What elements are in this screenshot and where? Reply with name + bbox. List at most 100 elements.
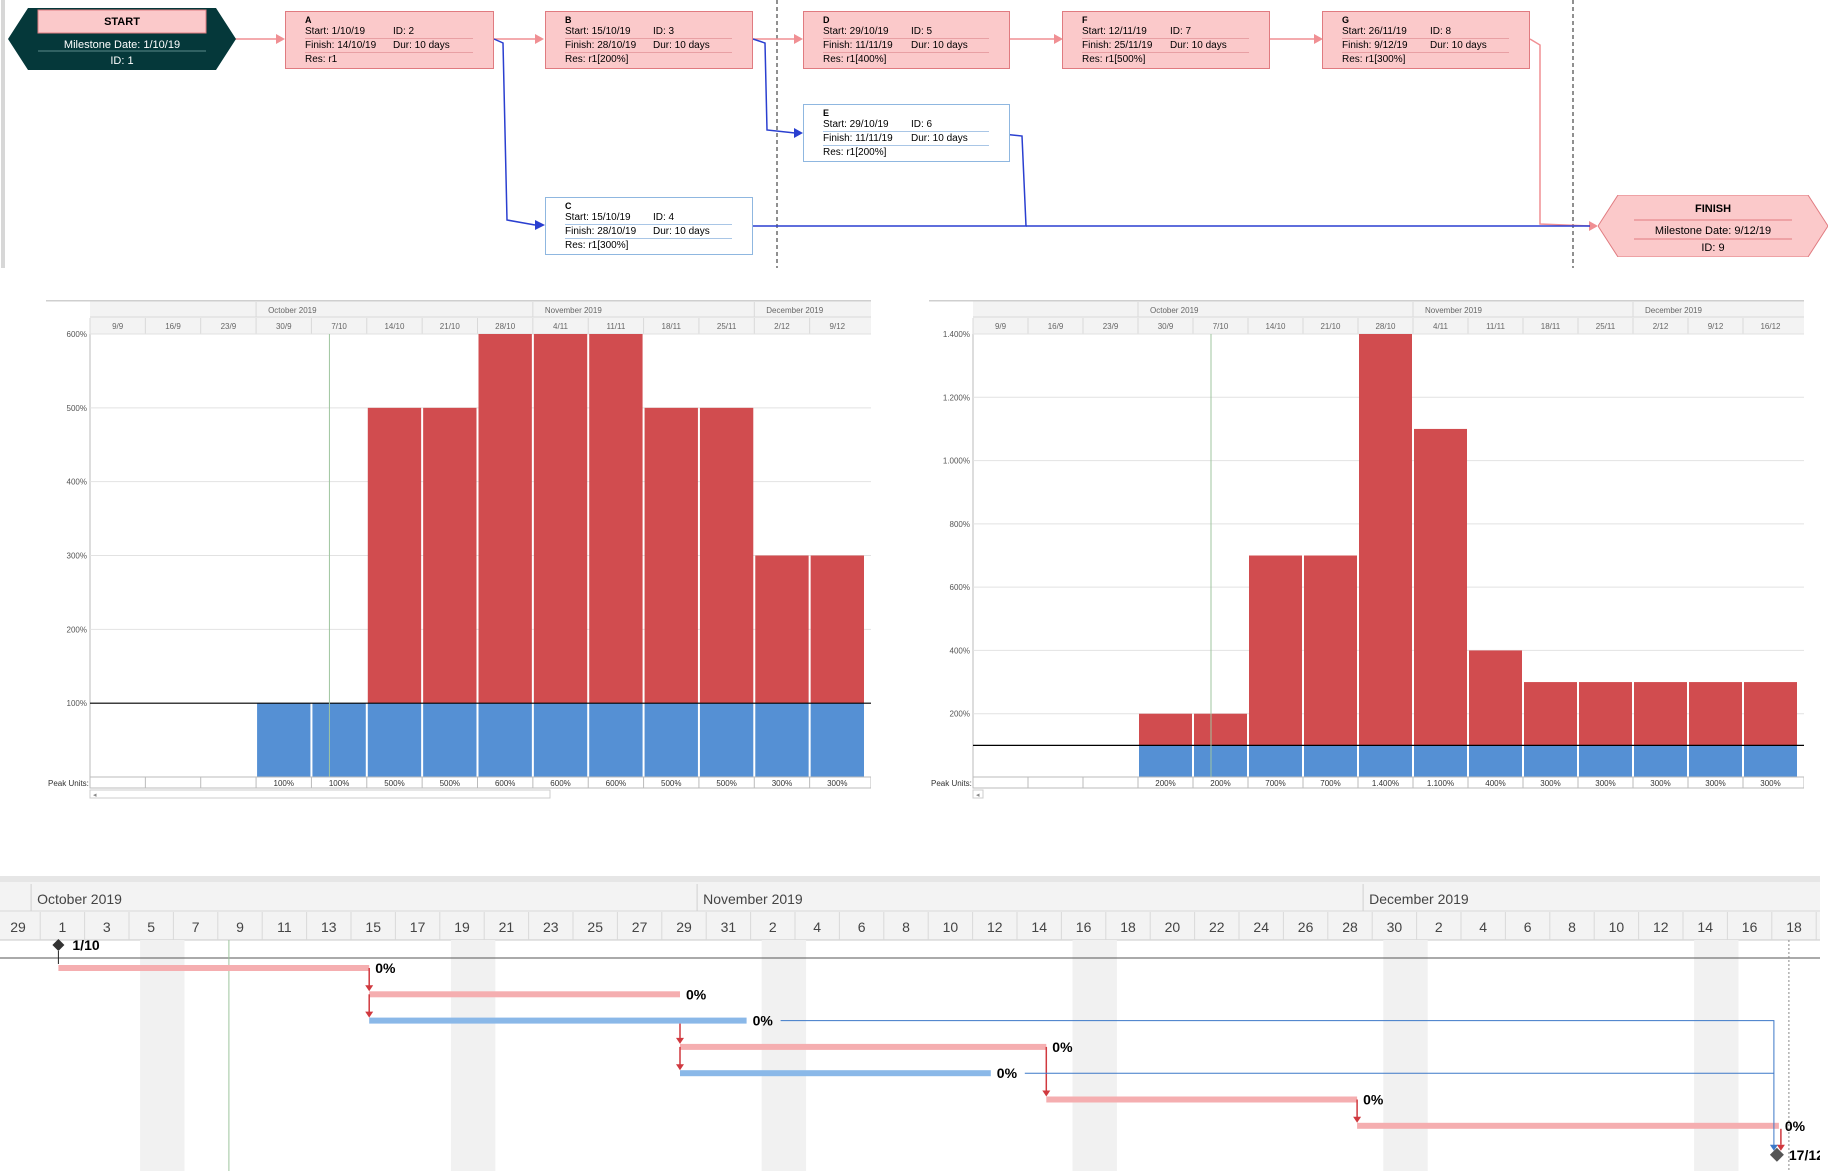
task-row-start: Start: 29/10/19 ID: 6	[823, 118, 989, 132]
y-tick-label: 1.400%	[943, 330, 970, 339]
week-label: 4/11	[1433, 322, 1449, 331]
peak-value: 300%	[827, 779, 847, 788]
allocated-bar	[755, 703, 809, 777]
overallocated-bar	[1194, 713, 1247, 746]
finish-milestone[interactable]: FINISH Milestone Date: 9/12/19 ID: 9	[1598, 195, 1828, 257]
start-title: START	[104, 16, 140, 28]
task-bar	[680, 1070, 991, 1077]
month-label: October 2019	[268, 306, 317, 315]
task-box-b[interactable]: B Start: 15/10/19 ID: 3 Finish: 28/10/19 D…	[545, 11, 753, 69]
gantt-day-label: 28	[1342, 919, 1358, 935]
task-box-g[interactable]: G Start: 26/11/19 ID: 8 Finish: 9/12/19 Du…	[1322, 11, 1530, 69]
week-label: 9/9	[112, 322, 124, 331]
peak-value: 700%	[1320, 779, 1340, 788]
peak-value: 300%	[772, 779, 792, 788]
peak-value: 600%	[550, 779, 570, 788]
task-name: G	[1342, 15, 1350, 25]
gantt-day-label: 1	[59, 919, 67, 935]
resource-histogram-right: October 2019 November 2019 December 2019 9/…	[929, 298, 1805, 806]
task-box-e[interactable]: E Start: 29/10/19 ID: 6 Finish: 11/11/19 D…	[803, 104, 1010, 162]
task-bar	[1357, 1122, 1779, 1129]
task-row-res: Res: r1[300%]	[565, 240, 629, 251]
gantt-day-label: 3	[103, 919, 111, 935]
week-label: 14/10	[384, 322, 405, 331]
gantt-day-label: 9	[236, 919, 244, 935]
gantt-day-label: 14	[1697, 919, 1713, 935]
peak-value: 600%	[495, 779, 515, 788]
peak-value: 300%	[1540, 779, 1560, 788]
scroll-left-icon: ◂	[93, 792, 97, 799]
week-label: 11/11	[1486, 322, 1505, 331]
week-label: 18/11	[1541, 322, 1561, 331]
task-row-finish: Finish: 11/11/19 Dur: 10 days	[823, 39, 989, 53]
task-bar	[1046, 1096, 1358, 1103]
gantt-day-label: 14	[1031, 919, 1047, 935]
gantt-day-label: 29	[10, 919, 26, 935]
gantt-top-border	[0, 876, 1820, 882]
week-label: 14/10	[1265, 322, 1286, 331]
task-box-f[interactable]: F Start: 12/11/19 ID: 7 Finish: 25/11/19 D…	[1062, 11, 1270, 69]
finish-milestone-icon	[1769, 1147, 1784, 1162]
task-row-finish: Finish: 11/11/19 Dur: 10 days	[823, 132, 989, 146]
gantt-day-label: 29	[676, 919, 692, 935]
task-bar	[369, 991, 680, 998]
dependency-arrowhead	[365, 985, 374, 992]
task-percent-label: 0%	[753, 1013, 774, 1029]
allocated-bar	[1139, 745, 1192, 777]
week-label: 21/10	[440, 322, 461, 331]
y-tick-label: 400%	[67, 478, 87, 487]
allocated-bar	[533, 703, 588, 777]
overallocated-bar	[1469, 650, 1522, 746]
gantt-day-label: 27	[632, 919, 648, 935]
gantt-day-label: 16	[1742, 919, 1758, 935]
allocated-bar	[1194, 745, 1247, 777]
y-tick-label: 100%	[67, 699, 87, 708]
allocated-bar	[1524, 745, 1577, 777]
task-row-start: Start: 12/11/19 ID: 7	[1082, 25, 1249, 39]
week-label: 18/11	[662, 322, 682, 331]
peak-units-label: Peak Units:	[48, 779, 89, 788]
week-label: 16/9	[1048, 322, 1064, 331]
gantt-day-label: 23	[543, 919, 559, 935]
task-box-c[interactable]: C Start: 15/10/19 ID: 4 Finish: 28/10/19 D…	[545, 197, 753, 255]
y-tick-label: 300%	[67, 552, 87, 561]
nonworking-shading	[1072, 940, 1117, 1171]
task-box-d[interactable]: D Start: 29/10/19 ID: 5 Finish: 11/11/19 D…	[803, 11, 1010, 69]
finish-date: Milestone Date: 9/12/19	[1654, 225, 1772, 237]
gantt-day-label: 12	[987, 919, 1003, 935]
overallocated-bar	[644, 407, 698, 704]
allocated-bar	[367, 703, 422, 777]
nonworking-shading	[450, 940, 496, 1171]
start-milestone-label: 1/10	[72, 937, 99, 953]
start-milestone[interactable]: START Milestone Date: 1/10/19 ID: 1	[8, 8, 236, 70]
peak-value: 500%	[661, 779, 681, 788]
task-row-start: Start: 29/10/19 ID: 5	[823, 25, 989, 39]
task-percent-label: 0%	[375, 960, 396, 976]
y-tick-label: 500%	[67, 404, 87, 413]
week-label: 16/9	[165, 322, 181, 331]
peak-value: 700%	[1265, 779, 1285, 788]
task-name: A	[305, 15, 312, 25]
gantt-day-label: 31	[721, 919, 737, 935]
peak-value: 400%	[1485, 779, 1505, 788]
gantt-day-label: 4	[1479, 919, 1487, 935]
task-row-res: Res: r1[400%]	[823, 54, 887, 65]
peak-value: 100%	[329, 779, 349, 788]
month-label: November 2019	[1425, 306, 1482, 315]
overallocated-bar	[478, 334, 532, 704]
y-tick-label: 1.200%	[943, 393, 970, 402]
task-row-res: Res: r1[500%]	[1082, 54, 1146, 65]
task-bar	[369, 1017, 747, 1024]
y-tick-label: 600%	[67, 330, 87, 339]
overallocated-bar	[1744, 682, 1797, 746]
peak-value: 300%	[1760, 779, 1780, 788]
task-name: B	[565, 15, 572, 25]
gantt-day-label: 7	[192, 919, 200, 935]
task-percent-label: 0%	[1052, 1039, 1073, 1055]
gantt-day-label: 26	[1298, 919, 1314, 935]
gantt-month-label: October 2019	[37, 891, 122, 907]
task-box-a[interactable]: A Start: 1/10/19 ID: 2 Finish: 14/10/19 Du…	[285, 11, 494, 69]
gantt-day-label: 25	[587, 919, 603, 935]
nonworking-shading	[761, 940, 807, 1171]
allocated-bar	[478, 703, 532, 777]
